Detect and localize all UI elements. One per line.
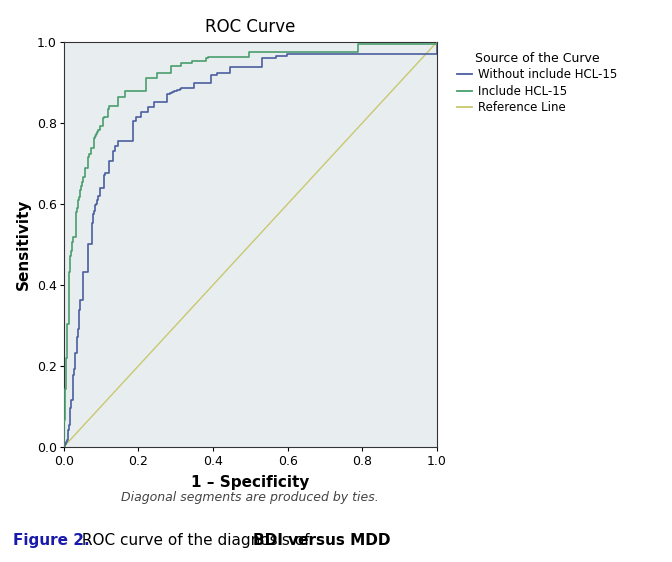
Title: ROC Curve: ROC Curve	[205, 19, 296, 37]
Text: ROC curve of the diagnosis of: ROC curve of the diagnosis of	[77, 533, 314, 548]
Y-axis label: Sensitivity: Sensitivity	[16, 199, 32, 290]
X-axis label: 1 – Specificity: 1 – Specificity	[191, 475, 310, 490]
Text: BDI versus MDD: BDI versus MDD	[253, 533, 390, 548]
Text: Figure 2.: Figure 2.	[13, 533, 90, 548]
Legend: Without include HCL-15, Include HCL-15, Reference Line: Without include HCL-15, Include HCL-15, …	[454, 48, 620, 118]
Text: Diagonal segments are produced by ties.: Diagonal segments are produced by ties.	[122, 491, 379, 504]
